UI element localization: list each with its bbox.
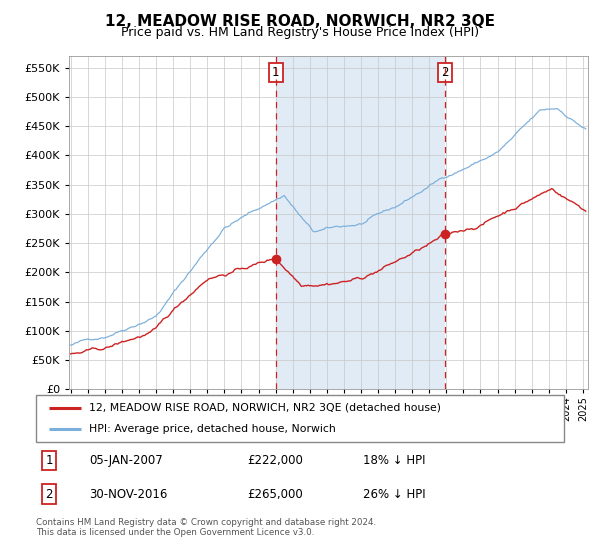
Text: £265,000: £265,000 (247, 488, 303, 501)
Text: Price paid vs. HM Land Registry's House Price Index (HPI): Price paid vs. HM Land Registry's House … (121, 26, 479, 39)
Text: 12, MEADOW RISE ROAD, NORWICH, NR2 3QE (detached house): 12, MEADOW RISE ROAD, NORWICH, NR2 3QE (… (89, 403, 441, 413)
Text: 05-JAN-2007: 05-JAN-2007 (89, 454, 163, 467)
Text: 1: 1 (272, 66, 280, 79)
Text: Contains HM Land Registry data © Crown copyright and database right 2024.
This d: Contains HM Land Registry data © Crown c… (36, 518, 376, 538)
Text: 18% ↓ HPI: 18% ↓ HPI (364, 454, 426, 467)
Text: 2: 2 (441, 66, 449, 79)
Text: 12, MEADOW RISE ROAD, NORWICH, NR2 3QE: 12, MEADOW RISE ROAD, NORWICH, NR2 3QE (105, 14, 495, 29)
Text: 30-NOV-2016: 30-NOV-2016 (89, 488, 167, 501)
Text: HPI: Average price, detached house, Norwich: HPI: Average price, detached house, Norw… (89, 424, 335, 434)
Bar (276, 56, 445, 389)
Text: 2: 2 (46, 488, 53, 501)
Text: £222,000: £222,000 (247, 454, 303, 467)
Text: 26% ↓ HPI: 26% ↓ HPI (364, 488, 426, 501)
Text: 1: 1 (46, 454, 53, 467)
